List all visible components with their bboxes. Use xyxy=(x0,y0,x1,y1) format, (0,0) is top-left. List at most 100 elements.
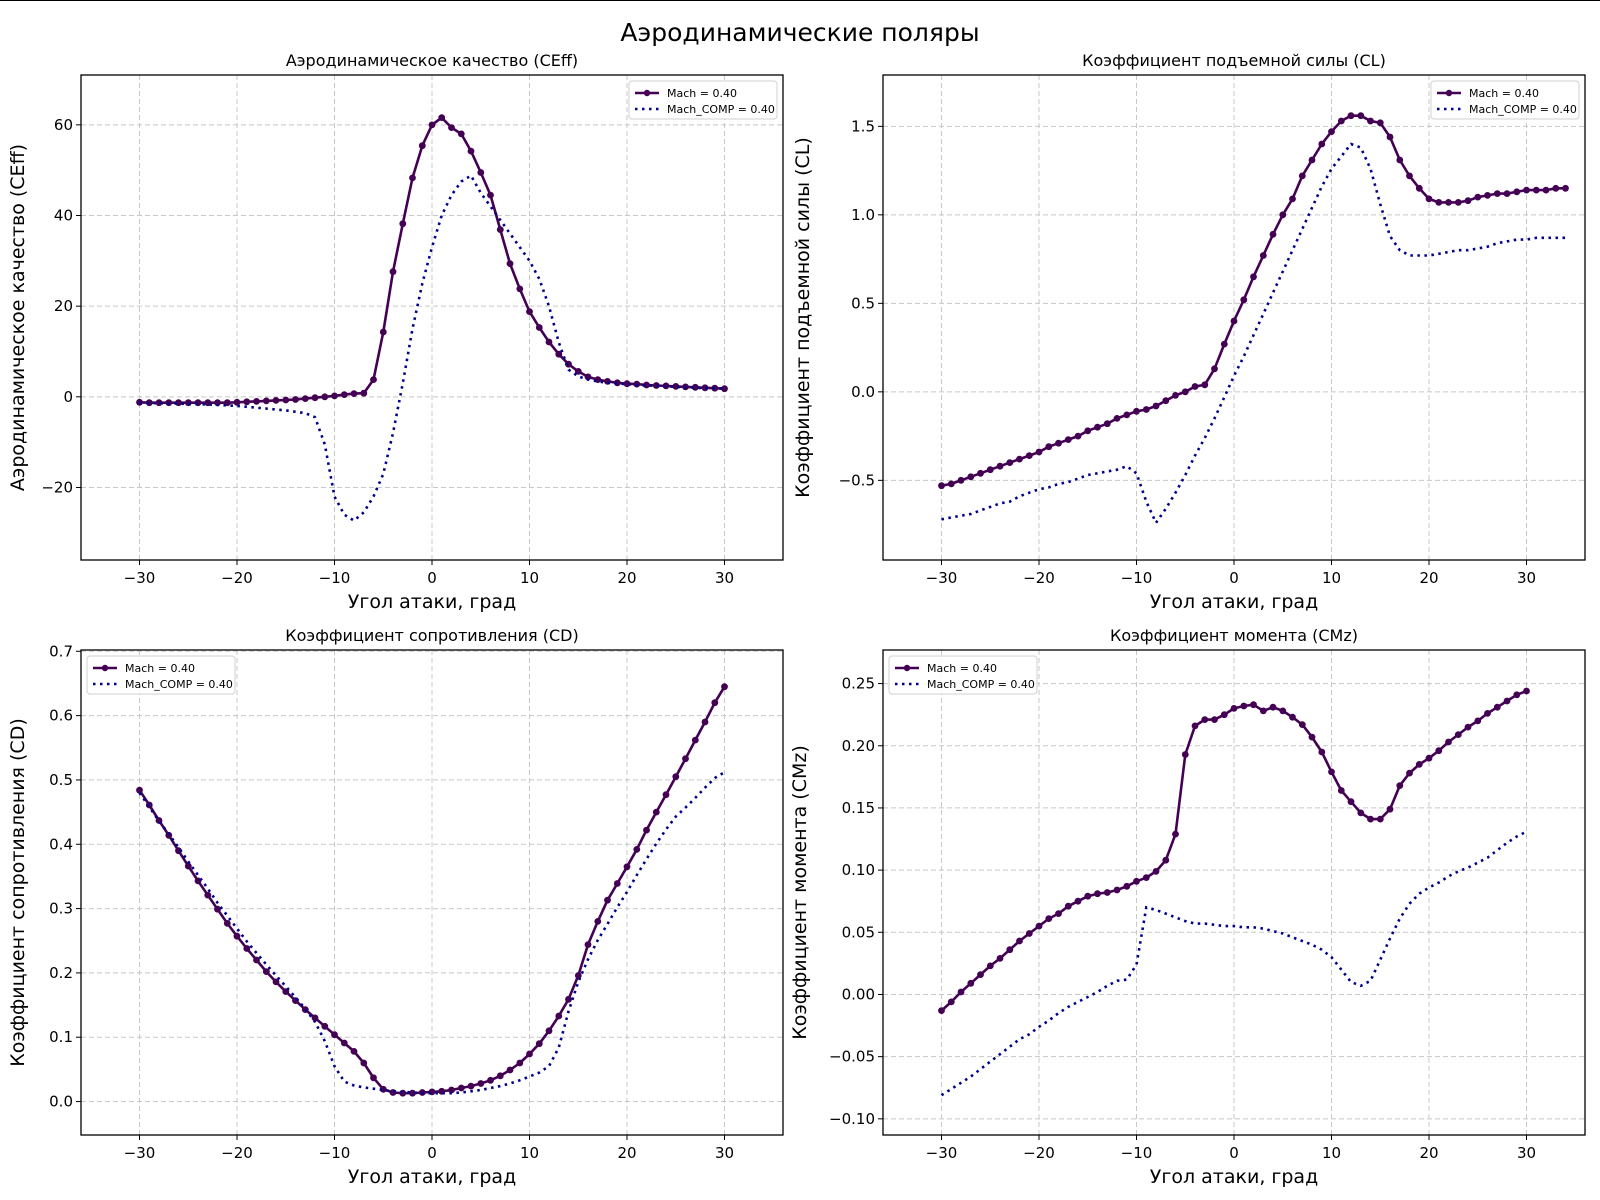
data-point-mach xyxy=(1328,768,1335,776)
data-point-mach xyxy=(477,1080,485,1087)
y-tick-label: 0.6 xyxy=(49,707,73,725)
data-point-mach xyxy=(1025,452,1033,459)
data-point-mach xyxy=(1406,172,1413,180)
data-point-mach xyxy=(1376,119,1384,127)
top-border xyxy=(0,0,1600,1)
data-point-mach xyxy=(1142,406,1150,413)
x-tick-label: −30 xyxy=(926,569,958,587)
data-point-mach xyxy=(340,1039,348,1047)
data-point-mach xyxy=(321,393,329,401)
legend: Mach = 0.40 Mach_COMP = 0.40 xyxy=(628,80,778,120)
x-tick-label: −20 xyxy=(221,1144,253,1162)
x-tick-label: 30 xyxy=(715,569,734,587)
data-point-mach xyxy=(574,368,582,375)
data-point-mach xyxy=(1230,705,1238,712)
subplot-2: Коэффициент подъемной силы (CL) −30 −20 −10… xyxy=(792,51,1586,613)
y-axis-label: Коэффициент сопротивления (CD) xyxy=(7,718,29,1066)
x-tick-label: 30 xyxy=(1517,1144,1536,1162)
data-point-mach xyxy=(1474,717,1482,725)
data-point-mach xyxy=(1445,199,1452,206)
data-point-mach xyxy=(957,476,965,484)
data-point-mach xyxy=(1045,443,1053,451)
x-tick-label: −20 xyxy=(1023,569,1055,587)
data-point-mach xyxy=(262,968,270,975)
data-point-mach xyxy=(496,226,504,234)
data-point-mach xyxy=(1493,703,1501,711)
data-point-mach xyxy=(721,385,728,393)
data-point-mach xyxy=(1425,195,1433,203)
y-tick-label: 0.4 xyxy=(49,835,73,853)
data-point-mach xyxy=(967,979,975,987)
data-point-mach xyxy=(272,978,280,986)
data-point-mach xyxy=(526,308,533,315)
y-tick-label: −0.5 xyxy=(839,471,875,489)
y-tick-label: 0.1 xyxy=(49,1028,73,1046)
data-point-mach xyxy=(477,169,485,176)
data-point-mach xyxy=(1503,697,1511,705)
data-point-mach xyxy=(1386,805,1394,813)
data-point-mach xyxy=(1230,317,1238,325)
data-point-mach xyxy=(1152,868,1160,875)
x-axis-label: Угол атаки, град xyxy=(348,1166,516,1188)
data-point-mach xyxy=(438,114,446,121)
x-tick-label: 30 xyxy=(1517,569,1536,587)
x-axis-label: Угол атаки, град xyxy=(348,591,516,613)
legend-frame xyxy=(86,655,236,695)
data-point-mach xyxy=(457,1084,465,1092)
data-point-mach xyxy=(1425,754,1433,762)
data-point-mach xyxy=(1435,199,1443,206)
data-point-mach xyxy=(1396,782,1404,789)
y-axis-label: Коэффициент подъемной силы (CL) xyxy=(792,137,814,498)
y-tick-label: 0.3 xyxy=(49,900,73,918)
data-point-mach xyxy=(1532,186,1540,194)
data-point-mach xyxy=(1181,751,1189,758)
x-tick-label: 10 xyxy=(1322,569,1341,587)
data-point-mach xyxy=(1103,889,1111,896)
legend-marker-mach xyxy=(1445,89,1453,97)
data-point-mach xyxy=(448,124,455,131)
data-point-mach xyxy=(448,1086,455,1094)
data-point-mach xyxy=(1318,140,1326,148)
x-tick-label: −30 xyxy=(926,1144,958,1162)
data-point-mach xyxy=(1552,184,1560,192)
data-point-mach xyxy=(672,773,680,781)
data-point-mach xyxy=(311,1014,319,1022)
data-point-mach xyxy=(350,1048,358,1055)
data-point-mach xyxy=(1523,186,1530,194)
data-point-mach xyxy=(1113,886,1121,894)
figure-title: Аэродинамические поляры xyxy=(620,18,980,47)
data-point-mach xyxy=(1406,769,1413,777)
data-point-mach xyxy=(555,1012,563,1020)
y-tick-label: 0 xyxy=(63,388,73,406)
data-point-mach xyxy=(1016,455,1023,463)
legend-label-comp: Mach_COMP = 0.40 xyxy=(1469,103,1577,116)
data-point-mach xyxy=(282,396,290,404)
data-point-mach xyxy=(1318,748,1326,756)
data-point-mach xyxy=(1064,902,1072,910)
data-point-mach xyxy=(1006,946,1014,954)
data-point-mach xyxy=(516,1059,524,1067)
x-axis-label: Угол атаки, град xyxy=(1150,1166,1318,1188)
data-point-mach xyxy=(947,998,955,1006)
data-point-mach xyxy=(1025,930,1033,937)
data-point-mach xyxy=(1347,798,1355,806)
data-point-mach xyxy=(457,130,465,138)
data-point-mach xyxy=(545,1027,553,1035)
series-line-comp xyxy=(940,830,1528,1097)
data-point-mach xyxy=(233,398,241,406)
subplot-title: Коэффициент момента (CMz) xyxy=(1110,626,1358,645)
data-point-mach xyxy=(214,905,221,913)
legend-label-comp: Mach_COMP = 0.40 xyxy=(125,678,233,691)
data-point-mach xyxy=(1220,340,1228,348)
data-point-mach xyxy=(1445,738,1452,746)
series-line-comp xyxy=(138,771,726,1095)
data-point-mach xyxy=(1328,128,1335,136)
data-point-mach xyxy=(184,862,192,870)
data-point-mach xyxy=(526,1050,533,1058)
data-point-mach xyxy=(1503,190,1511,198)
data-point-mach xyxy=(1279,707,1287,715)
data-point-mach xyxy=(233,932,241,940)
data-point-mach xyxy=(253,398,260,405)
data-point-mach xyxy=(1523,687,1530,695)
legend-marker-mach xyxy=(643,89,651,97)
